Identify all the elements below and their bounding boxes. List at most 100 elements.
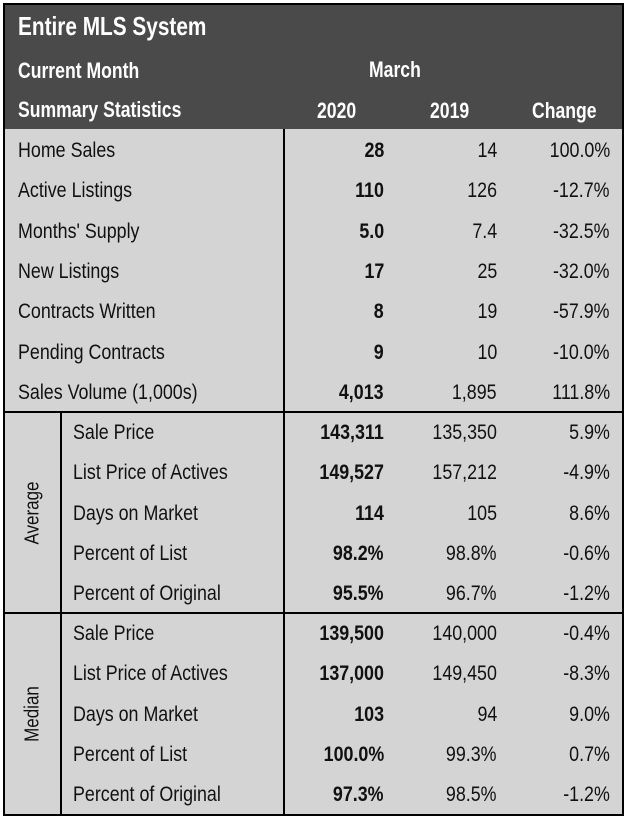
value-2020: 98.2% [333, 542, 384, 565]
row-label: New Listings [18, 260, 120, 283]
value-2019: 99.3% [446, 743, 497, 766]
value-2020: 4,013 [339, 381, 384, 404]
value-2019: 25 [477, 260, 497, 283]
value-change: -12.7% [553, 179, 610, 202]
value-change: 8.6% [569, 502, 610, 525]
row-label: Percent of Original [73, 582, 221, 605]
table-row: Home Sales 28 14 100.0% [5, 131, 622, 171]
table-row: List Price of Actives 149,527 157,212 -4.9% [5, 453, 622, 493]
table-row: Percent of Original 97.3% 98.5% -1.2% [5, 775, 622, 815]
value-2019: 126 [467, 179, 497, 202]
row-label: Pending Contracts [18, 341, 165, 364]
value-2019: 157,212 [432, 461, 497, 484]
value-2019: 96.7% [446, 582, 497, 605]
row-label: Percent of Original [73, 783, 221, 806]
table-row: Contracts Written 8 19 -57.9% [5, 292, 622, 332]
value-change: -10.0% [553, 341, 610, 364]
table-title: Entire MLS System [18, 11, 207, 41]
value-change: 111.8% [552, 381, 610, 404]
value-2019: 98.5% [446, 783, 497, 806]
value-change: -0.6% [563, 542, 610, 565]
value-change: 0.7% [569, 743, 610, 766]
table-row: Sale Price 143,311 135,350 5.9% [5, 413, 622, 453]
value-2020: 110 [355, 179, 384, 202]
median-group-label: Median [21, 686, 44, 742]
row-label: Months' Supply [18, 220, 140, 243]
value-2019: 98.8% [446, 542, 497, 565]
value-2020: 95.5% [333, 582, 384, 605]
row-label: List Price of Actives [73, 662, 228, 685]
value-change: -57.9% [553, 300, 610, 323]
value-change: -1.2% [563, 783, 610, 806]
value-change: -4.9% [563, 461, 610, 484]
table-row: Active Listings 110 126 -12.7% [5, 171, 622, 211]
table-row: Sale Price 139,500 140,000 -0.4% [5, 614, 622, 654]
section-divider [5, 612, 622, 614]
value-2019: 105 [467, 502, 497, 525]
value-2020: 97.3% [333, 783, 384, 806]
table-header: Entire MLS System Current Month Summary … [5, 5, 622, 129]
table-row: Percent of List 100.0% 99.3% 0.7% [5, 735, 622, 775]
value-2020: 103 [354, 703, 384, 726]
value-change: -8.3% [563, 662, 610, 685]
column-divider [283, 129, 285, 814]
table-row: List Price of Actives 137,000 149,450 -8.3% [5, 654, 622, 694]
value-2019: 1,895 [452, 381, 497, 404]
stats-table: Entire MLS System Current Month Summary … [3, 3, 624, 816]
row-label: Active Listings [18, 179, 133, 202]
value-2020: 100.0% [323, 743, 384, 766]
table-row: Sales Volume (1,000s) 4,013 1,895 111.8% [5, 373, 622, 413]
row-label: List Price of Actives [73, 461, 228, 484]
table-row: Percent of Original 95.5% 96.7% -1.2% [5, 574, 622, 614]
average-group-label: Average [21, 480, 44, 545]
value-change: 9.0% [569, 703, 610, 726]
value-2020: 8 [374, 300, 384, 323]
table-row: New Listings 17 25 -32.0% [5, 252, 622, 292]
value-2019: 14 [477, 139, 497, 162]
period-label: Current Month [18, 58, 140, 83]
value-change: -0.4% [563, 622, 610, 645]
table-row: Days on Market 114 105 8.6% [5, 494, 622, 534]
column-header-2020: 2020 [317, 98, 357, 123]
section-label: Summary Statistics [18, 97, 182, 122]
row-label: Contracts Written [18, 300, 156, 323]
value-2020: 143,311 [320, 421, 384, 444]
row-label: Home Sales [18, 139, 116, 162]
row-label: Sale Price [73, 622, 155, 645]
group-label-divider [60, 411, 62, 814]
value-2020: 137,000 [319, 662, 384, 685]
value-change: 100.0% [549, 139, 610, 162]
section-divider [5, 411, 622, 413]
value-2020: 9 [374, 341, 384, 364]
value-2020: 17 [364, 260, 384, 283]
value-2020: 28 [364, 139, 384, 162]
value-2019: 140,000 [432, 622, 497, 645]
value-change: -1.2% [563, 582, 610, 605]
value-change: -32.5% [553, 220, 610, 243]
value-2020: 5.0 [359, 220, 384, 243]
value-2019: 149,450 [432, 662, 497, 685]
value-2019: 7.4 [472, 220, 497, 243]
row-label: Sale Price [73, 421, 155, 444]
value-2019: 19 [477, 300, 497, 323]
row-label: Percent of List [73, 542, 188, 565]
value-2019: 94 [477, 703, 497, 726]
month-label: March [369, 57, 421, 82]
column-header-2019: 2019 [430, 98, 470, 123]
value-2019: 135,350 [432, 421, 497, 444]
row-label: Sales Volume (1,000s) [18, 381, 198, 404]
table-row: Months' Supply 5.0 7.4 -32.5% [5, 212, 622, 252]
row-label: Days on Market [73, 703, 199, 726]
column-header-change: Change [532, 98, 597, 123]
value-2019: 10 [477, 341, 497, 364]
table-row: Days on Market 103 94 9.0% [5, 695, 622, 735]
value-2020: 114 [355, 502, 384, 525]
row-label: Days on Market [73, 502, 199, 525]
value-2020: 149,527 [319, 461, 384, 484]
value-2020: 139,500 [319, 622, 384, 645]
row-label: Percent of List [73, 743, 188, 766]
value-change: 5.9% [569, 421, 610, 444]
table-row: Pending Contracts 9 10 -10.0% [5, 333, 622, 373]
table-row: Percent of List 98.2% 98.8% -0.6% [5, 534, 622, 574]
value-change: -32.0% [553, 260, 610, 283]
